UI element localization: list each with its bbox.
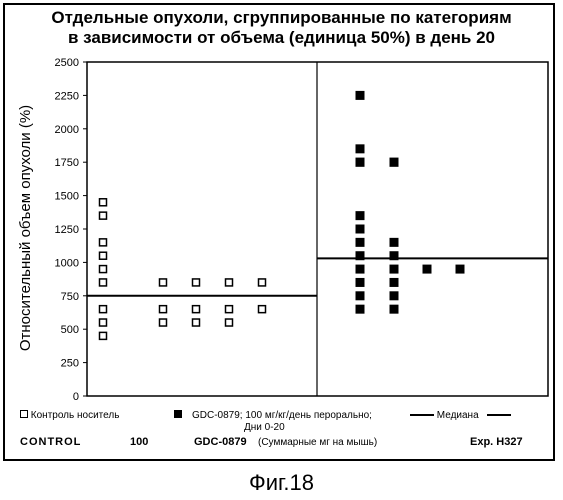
y-tick-label: 1750: [55, 157, 79, 169]
y-tick-label: 500: [61, 324, 79, 336]
y-tick-label: 0: [73, 391, 79, 403]
control-point: [160, 279, 167, 286]
scatter-plot: 0 250 500 750 1000 1250 1500 1750 2000 2250 2500: [0, 0, 563, 470]
gdc-point: [390, 305, 399, 314]
gdc-point: [356, 225, 365, 234]
gdc-point: [390, 278, 399, 287]
bottom-control-label: CONTROL: [20, 436, 81, 449]
control-point: [226, 319, 233, 326]
control-point: [259, 306, 266, 313]
legend-median-label: Медиана: [437, 410, 479, 421]
gdc-point: [356, 144, 365, 153]
y-axis-label: Относительный объем опухоли (%): [17, 98, 35, 358]
control-point: [100, 239, 107, 246]
gdc-point: [390, 158, 399, 167]
gdc-point: [356, 291, 365, 300]
control-point: [193, 306, 200, 313]
gdc-point: [456, 265, 465, 274]
gdc-point: [356, 265, 365, 274]
gdc-point: [423, 265, 432, 274]
filled-square-icon: [174, 410, 182, 418]
legend-control-label: Контроль носитель: [31, 410, 120, 421]
control-point: [100, 199, 107, 206]
legend-median: Медиана: [410, 410, 511, 422]
gdc-point: [356, 278, 365, 287]
gdc-point: [390, 238, 399, 247]
control-point: [226, 306, 233, 313]
y-tick-label: 750: [61, 291, 79, 303]
control-point: [100, 279, 107, 286]
gdc-point: [356, 238, 365, 247]
open-square-icon: [20, 410, 28, 418]
y-tick-label: 2000: [55, 124, 79, 136]
bottom-exp-label: Exp. H327: [470, 436, 523, 449]
y-tick-label: 250: [61, 358, 79, 370]
gdc-point: [390, 291, 399, 300]
gdc-point: [390, 265, 399, 274]
legend-gdc-label-line2: Дни 0-20: [192, 422, 412, 434]
control-point: [193, 279, 200, 286]
gdc-point: [356, 211, 365, 220]
control-point: [100, 332, 107, 339]
y-tick-label: 1250: [55, 224, 79, 236]
y-tick-label: 2250: [55, 90, 79, 102]
control-point: [100, 212, 107, 219]
control-point: [100, 252, 107, 259]
y-tick-label: 2500: [55, 57, 79, 69]
gdc-point: [356, 305, 365, 314]
bottom-control-value: 100: [130, 436, 148, 449]
legend-control: Контроль носитель: [20, 410, 119, 422]
control-point: [100, 319, 107, 326]
figure-caption: Фиг.18: [0, 470, 563, 496]
median-line-icon: [410, 414, 434, 416]
legend-gdc: [174, 410, 182, 422]
gdc-point: [356, 158, 365, 167]
legend-gdc-text: GDC-0879; 100 мг/кг/день перорально; Дни…: [192, 410, 412, 434]
gdc-point: [356, 91, 365, 100]
y-tick-label: 1000: [55, 257, 79, 269]
bottom-gdc-label: GDC-0879: [194, 436, 247, 449]
control-point: [193, 319, 200, 326]
median-line-icon-2: [487, 414, 511, 416]
control-point: [100, 266, 107, 273]
control-point: [160, 306, 167, 313]
control-point: [226, 279, 233, 286]
y-tick-label: 1500: [55, 191, 79, 203]
legend-gdc-label-line1: GDC-0879; 100 мг/кг/день перорально;: [192, 410, 412, 422]
bottom-gdc-note: (Суммарные мг на мышь): [258, 436, 377, 449]
control-point: [160, 319, 167, 326]
control-point: [100, 306, 107, 313]
control-point: [259, 279, 266, 286]
